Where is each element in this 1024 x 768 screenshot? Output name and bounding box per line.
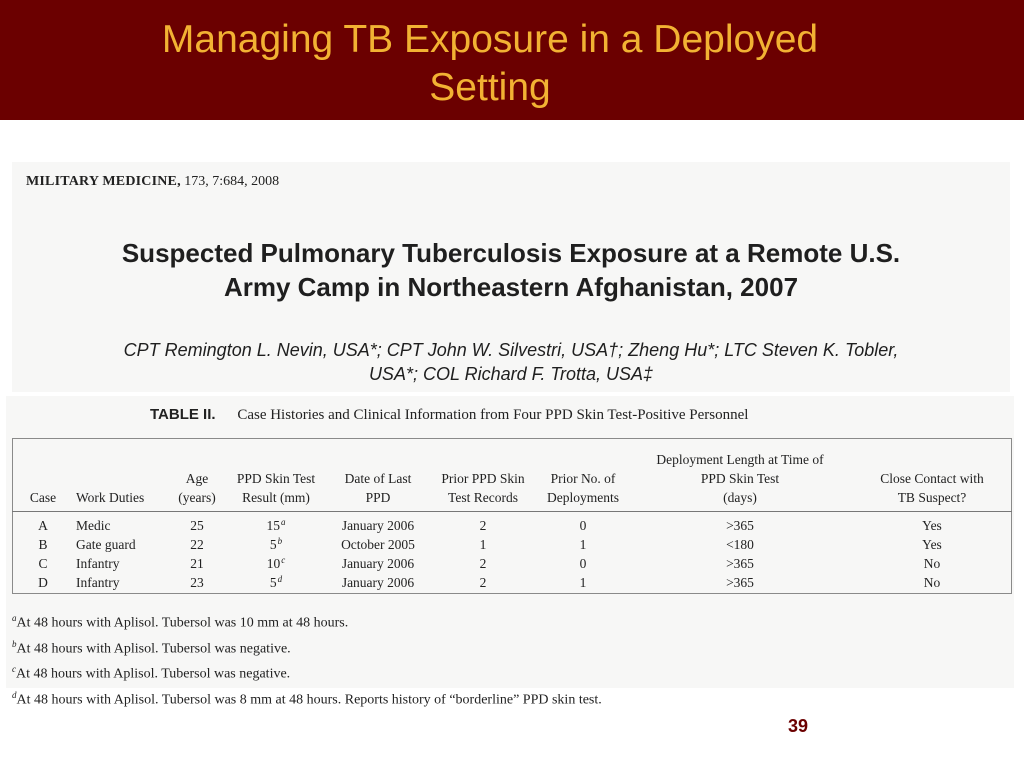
cell-prior-deployments: 1	[579, 575, 587, 590]
footnote: bAt 48 hours with Aplisol. Tubersol was …	[12, 638, 291, 657]
cell-ppd-result: 5b	[269, 535, 283, 552]
case-history-table: Case Work Duties Age (years) PPD Skin Tes…	[12, 450, 1012, 592]
article-title-line2: Army Camp in Northeastern Afghanistan, 2…	[223, 272, 799, 302]
authors-line1: CPT Remington L. Nevin, USA*; CPT John W…	[123, 340, 899, 360]
footnote: cAt 48 hours with Aplisol. Tubersol was …	[12, 664, 291, 682]
cell-prior-deployments: 1	[579, 537, 587, 552]
table-caption-text: Case Histories and Clinical Information …	[237, 407, 749, 423]
cell-deployment-length: >365	[726, 556, 754, 571]
cell-prior-deployments: 0	[579, 556, 587, 571]
cell-date: January 2006	[341, 575, 415, 590]
table-row: A Medic 25 15a January 2006 2 0 >365 Yes	[12, 512, 1012, 536]
journal-name: MILITARY MEDICINE,	[26, 174, 181, 189]
table-footnotes: aAt 48 hours with Aplisol. Tubersol was …	[12, 608, 602, 711]
cell-prior-records: 1	[479, 537, 487, 552]
slide-title-line1: Managing TB Exposure in a Deployed	[161, 18, 819, 61]
cell-close-contact: No	[923, 575, 941, 590]
col-header-work-duties: Work Duties	[74, 450, 170, 512]
col-header-prior-deployments: Prior No. of Deployments	[538, 450, 628, 512]
table-row: C Infantry 21 10c January 2006 2 0 >365 …	[12, 554, 1012, 573]
col-header-case: Case	[12, 450, 74, 512]
cell-case: D	[38, 575, 48, 590]
cell-age: 25	[190, 518, 204, 533]
cell-work-duties: Infantry	[76, 556, 120, 571]
cell-ppd-result: 10c	[266, 554, 286, 571]
title-bar: Managing TB Exposure in a Deployed Settin…	[0, 0, 1024, 120]
cell-prior-records: 2	[479, 575, 487, 590]
citation-detail: 173, 7:684, 2008	[184, 174, 280, 189]
cell-age: 22	[190, 537, 204, 552]
col-header-prior-records: Prior PPD Skin Test Records	[428, 450, 538, 512]
cell-deployment-length: <180	[726, 537, 754, 552]
footnote: dAt 48 hours with Aplisol. Tubersol was …	[12, 689, 602, 708]
cell-ppd-result: 5d	[269, 573, 283, 590]
slide-title-line2: Setting	[429, 66, 551, 109]
col-header-date-last-ppd: Date of Last PPD	[328, 450, 428, 512]
table-row: B Gate guard 22 5b October 2005 1 1 <180…	[12, 535, 1012, 554]
cell-prior-records: 2	[479, 556, 487, 571]
cell-close-contact: No	[923, 556, 941, 571]
article-header-image: MILITARY MEDICINE, 173, 7:684, 2008 Susp…	[12, 162, 1010, 392]
table-caption: TABLE II. Case Histories and Clinical In…	[150, 406, 748, 424]
table-label: TABLE II.	[150, 406, 216, 423]
table-header-row: Case Work Duties Age (years) PPD Skin Tes…	[12, 450, 1012, 512]
cell-close-contact: Yes	[922, 537, 942, 552]
col-header-ppd-result: PPD Skin Test Result (mm)	[224, 450, 328, 512]
journal-citation: MILITARY MEDICINE, 173, 7:684, 2008	[26, 174, 279, 190]
cell-ppd-result: 15a	[266, 516, 286, 533]
table-frame	[12, 438, 1012, 594]
slide-title: Managing TB Exposure in a Deployed Settin…	[40, 16, 940, 112]
cell-close-contact: Yes	[922, 518, 942, 533]
cell-case: A	[38, 518, 48, 533]
cell-date: January 2006	[341, 556, 415, 571]
cell-case: B	[38, 537, 48, 552]
footnote: aAt 48 hours with Aplisol. Tubersol was …	[12, 613, 349, 631]
table-row: D Infantry 23 5d January 2006 2 1 >365 N…	[12, 573, 1012, 592]
cell-deployment-length: >365	[726, 518, 754, 533]
col-header-deployment-length: Deployment Length at Time of PPD Skin Tes…	[628, 450, 852, 512]
article-title: Suspected Pulmonary Tuberculosis Exposur…	[12, 236, 1010, 304]
cell-age: 23	[190, 575, 204, 590]
cell-work-duties: Infantry	[76, 575, 120, 590]
slide-page-number: 39	[788, 716, 809, 736]
cell-date: January 2006	[341, 518, 415, 533]
col-header-age: Age (years)	[170, 450, 224, 512]
cell-work-duties: Medic	[76, 518, 111, 533]
article-authors: CPT Remington L. Nevin, USA*; CPT John W…	[22, 338, 1000, 386]
cell-work-duties: Gate guard	[76, 537, 136, 552]
table-image: TABLE II. Case Histories and Clinical In…	[6, 396, 1014, 708]
cell-age: 21	[190, 556, 204, 571]
cell-date: October 2005	[341, 537, 415, 552]
cell-prior-records: 2	[479, 518, 487, 533]
cell-prior-deployments: 0	[579, 518, 587, 533]
authors-line2: USA*; COL Richard F. Trotta, USA‡	[368, 364, 654, 384]
cell-deployment-length: >365	[726, 575, 754, 590]
article-title-line1: Suspected Pulmonary Tuberculosis Exposur…	[121, 238, 901, 268]
col-header-close-contact: Close Contact with TB Suspect?	[852, 450, 1012, 512]
cell-case: C	[38, 556, 48, 571]
